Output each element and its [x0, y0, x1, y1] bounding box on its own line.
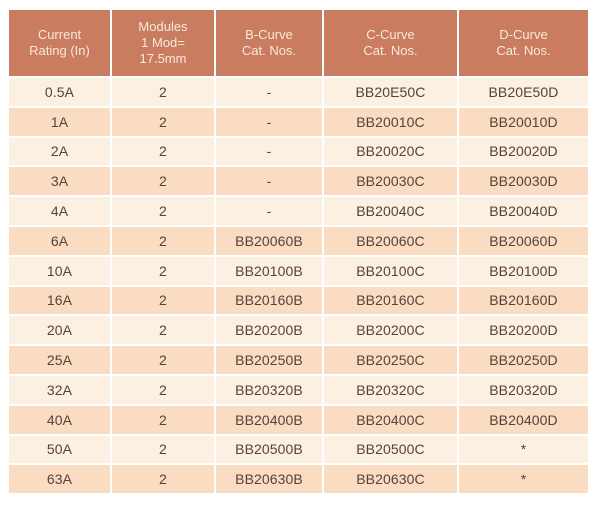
cell-modules: 2	[112, 375, 214, 404]
cell-modules: 2	[112, 167, 214, 196]
cell-c-curve: BB20400C	[324, 405, 457, 434]
header-label: C-Curve Cat. Nos.	[363, 27, 418, 58]
cell-modules: 2	[112, 107, 214, 136]
cell-c-curve: BB20010C	[324, 107, 457, 136]
cell-current-rating: 4A	[9, 197, 110, 225]
cell-modules: 2	[112, 465, 214, 494]
cell-d-curve: BB20020D	[459, 137, 588, 166]
cell-modules: 2	[112, 137, 214, 166]
cell-modules: 2	[112, 316, 214, 345]
cell-b-curve: -	[216, 197, 322, 225]
cell-c-curve: BB20100C	[324, 256, 457, 285]
cell-b-curve: BB20400B	[216, 405, 322, 434]
cell-d-curve: *	[459, 465, 588, 494]
cell-d-curve: *	[459, 435, 588, 464]
cell-b-curve: -	[216, 167, 322, 196]
catalog-table: Current Rating (In) Modules 1 Mod= 17.5mm B-C…	[9, 10, 588, 494]
cell-b-curve: BB20250B	[216, 346, 322, 374]
cell-current-rating: 16A	[9, 286, 110, 315]
cell-d-curve: BB20250D	[459, 346, 588, 374]
cell-modules: 2	[112, 78, 214, 106]
cell-d-curve: BB20010D	[459, 107, 588, 136]
cell-b-curve: BB20630B	[216, 465, 322, 494]
header-cell-c-curve: C-Curve Cat. Nos.	[324, 10, 457, 76]
cell-c-curve: BB20040C	[324, 197, 457, 225]
header-cell-b-curve: B-Curve Cat. Nos.	[216, 10, 322, 76]
header-cell-modules: Modules 1 Mod= 17.5mm	[112, 10, 214, 76]
header-label: B-Curve Cat. Nos.	[241, 27, 297, 58]
cell-b-curve: -	[216, 137, 322, 166]
cell-c-curve: BB20500C	[324, 435, 457, 464]
cell-b-curve: -	[216, 78, 322, 106]
cell-modules: 2	[112, 256, 214, 285]
cell-b-curve: BB20060B	[216, 226, 322, 255]
cell-d-curve: BB20400D	[459, 405, 588, 434]
cell-current-rating: 25A	[9, 346, 110, 374]
table-grid: Current Rating (In) Modules 1 Mod= 17.5mm B-C…	[9, 10, 588, 494]
header-label: D-Curve Cat. Nos.	[496, 27, 551, 58]
cell-d-curve: BB20320D	[459, 375, 588, 404]
cell-d-curve: BB20100D	[459, 256, 588, 285]
cell-d-curve: BB20200D	[459, 316, 588, 345]
cell-current-rating: 32A	[9, 375, 110, 404]
cell-current-rating: 6A	[9, 226, 110, 255]
cell-c-curve: BB20E50C	[324, 78, 457, 106]
cell-c-curve: BB20320C	[324, 375, 457, 404]
cell-modules: 2	[112, 435, 214, 464]
cell-c-curve: BB20020C	[324, 137, 457, 166]
cell-b-curve: -	[216, 107, 322, 136]
cell-b-curve: BB20320B	[216, 375, 322, 404]
cell-c-curve: BB20630C	[324, 465, 457, 494]
header-label: Current Rating (In)	[29, 27, 90, 58]
cell-modules: 2	[112, 405, 214, 434]
cell-b-curve: BB20100B	[216, 256, 322, 285]
cell-current-rating: 0.5A	[9, 78, 110, 106]
cell-c-curve: BB20250C	[324, 346, 457, 374]
cell-d-curve: BB20160D	[459, 286, 588, 315]
cell-current-rating: 3A	[9, 167, 110, 196]
cell-b-curve: BB20160B	[216, 286, 322, 315]
cell-modules: 2	[112, 197, 214, 225]
cell-current-rating: 20A	[9, 316, 110, 345]
cell-modules: 2	[112, 226, 214, 255]
cell-b-curve: BB20200B	[216, 316, 322, 345]
cell-d-curve: BB20040D	[459, 197, 588, 225]
cell-c-curve: BB20060C	[324, 226, 457, 255]
header-cell-current-rating: Current Rating (In)	[9, 10, 110, 76]
cell-d-curve: BB20E50D	[459, 78, 588, 106]
header-label: Modules 1 Mod= 17.5mm	[138, 19, 188, 66]
cell-b-curve: BB20500B	[216, 435, 322, 464]
cell-modules: 2	[112, 286, 214, 315]
cell-c-curve: BB20160C	[324, 286, 457, 315]
cell-current-rating: 63A	[9, 465, 110, 494]
header-cell-d-curve: D-Curve Cat. Nos.	[459, 10, 588, 76]
cell-current-rating: 1A	[9, 107, 110, 136]
cell-current-rating: 50A	[9, 435, 110, 464]
cell-current-rating: 2A	[9, 137, 110, 166]
cell-d-curve: BB20060D	[459, 226, 588, 255]
cell-d-curve: BB20030D	[459, 167, 588, 196]
cell-current-rating: 40A	[9, 405, 110, 434]
cell-c-curve: BB20200C	[324, 316, 457, 345]
cell-current-rating: 10A	[9, 256, 110, 285]
cell-c-curve: BB20030C	[324, 167, 457, 196]
cell-modules: 2	[112, 346, 214, 374]
